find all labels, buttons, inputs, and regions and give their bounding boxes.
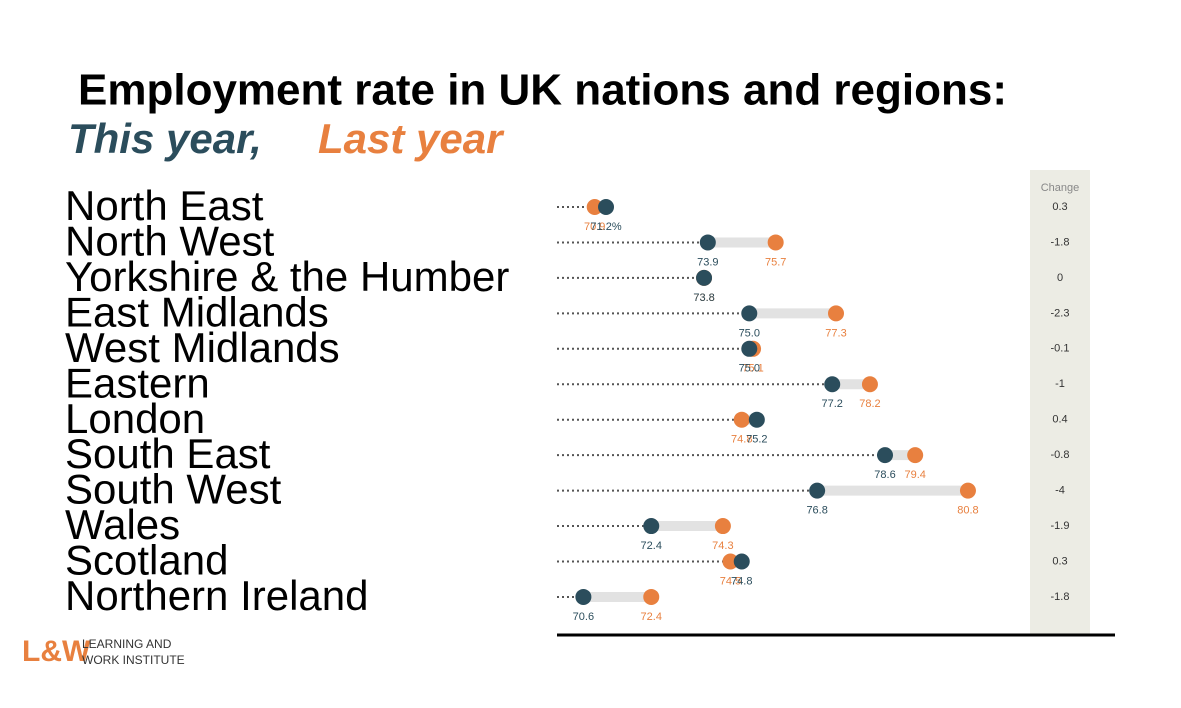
change-value: -2.3 (1051, 307, 1070, 319)
dot (714, 518, 731, 535)
category-label: London (65, 395, 205, 442)
value-label: 80.8 (957, 505, 978, 517)
value-label: 74.5 (720, 575, 741, 587)
dot (643, 588, 660, 605)
dot (733, 553, 750, 570)
value-label: 79.4 (904, 469, 925, 481)
value-label: 75.0 (739, 327, 760, 339)
value-label: 77.3 (825, 327, 846, 339)
value-label: 73.9 (697, 256, 718, 268)
dot (733, 411, 750, 428)
category-label: Eastern (65, 359, 210, 406)
dot (741, 305, 758, 322)
category-label: Scotland (65, 537, 228, 584)
change-value: -4 (1055, 485, 1065, 497)
value-label: 78.6 (874, 469, 895, 481)
dot (575, 588, 592, 605)
change-value: 0.3 (1052, 201, 1067, 213)
category-label: North West (65, 218, 275, 265)
value-label: 75.2 (746, 434, 767, 446)
value-label: 72.4 (641, 540, 662, 552)
dot (696, 269, 713, 286)
value-label: 73.8 (693, 292, 714, 304)
dot (643, 518, 660, 535)
value-label: 70.6 (573, 611, 594, 623)
change-header: Change (1041, 182, 1080, 194)
dot (598, 199, 615, 215)
logo-text: LEARNING AND (82, 637, 172, 651)
dot (907, 447, 924, 464)
category-label: West Midlands (65, 324, 340, 371)
value-label: 74.8 (731, 575, 752, 587)
value-label: 76.8 (806, 505, 827, 517)
dot (959, 482, 976, 499)
value-label: 73.8 (693, 292, 714, 304)
category-label: Northern Ireland (65, 572, 369, 619)
legend-this-year: This year, (68, 115, 262, 162)
value-label: 74.8 (731, 434, 752, 446)
category-label: South East (65, 430, 271, 477)
dot (748, 411, 765, 428)
value-label: 75.1 (742, 363, 763, 375)
value-label: 78.2 (859, 398, 880, 410)
chart-title: Employment rate in UK nations and region… (78, 66, 1007, 115)
category-label: North East (65, 182, 264, 229)
value-label: 77.2 (822, 398, 843, 410)
value-label: 71.2% (590, 221, 621, 233)
value-label: 75.7 (765, 256, 786, 268)
dot (809, 482, 826, 499)
dot (722, 553, 739, 570)
change-value: -1.8 (1051, 591, 1070, 603)
change-value: -1.8 (1051, 236, 1070, 248)
dot (828, 305, 844, 322)
legend-last-year: Last year (318, 115, 505, 162)
category-label: South West (65, 466, 282, 513)
dot (586, 199, 603, 215)
category-label: Yorkshire & the Humber (65, 253, 509, 300)
change-value: -1.9 (1051, 520, 1070, 532)
dot (861, 376, 878, 393)
value-label: 75.0 (739, 363, 760, 375)
logo-text: WORK INSTITUTE (82, 653, 185, 667)
change-value: 0 (1057, 272, 1063, 284)
change-value: 0.3 (1052, 555, 1067, 567)
value-label: 74.3 (712, 540, 733, 552)
value-label: 70.9 (584, 221, 605, 233)
dot (877, 447, 894, 464)
change-value: -0.1 (1051, 343, 1070, 355)
change-value: -0.8 (1051, 449, 1070, 461)
category-label: East Midlands (65, 288, 329, 335)
dot (824, 376, 841, 393)
change-column (1030, 170, 1090, 635)
change-value: -1 (1055, 378, 1065, 390)
dot (767, 234, 784, 251)
logo-mark: L&W (22, 635, 91, 668)
change-value: 0.4 (1052, 414, 1067, 426)
dot (741, 340, 758, 357)
dot (699, 234, 716, 251)
value-label: 72.4 (641, 611, 662, 623)
category-label: Wales (65, 501, 180, 548)
